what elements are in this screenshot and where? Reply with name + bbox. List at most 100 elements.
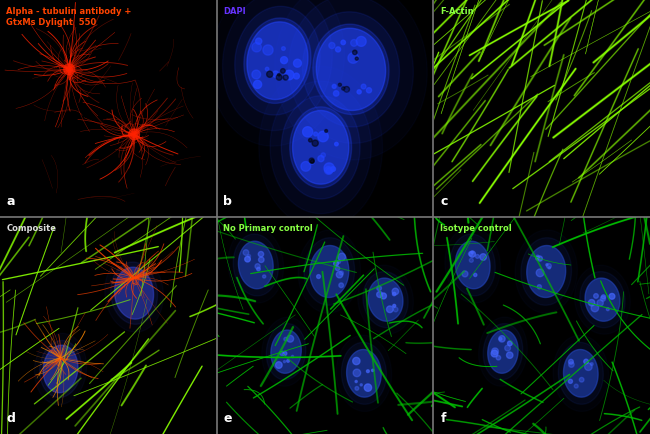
Polygon shape: [579, 378, 584, 382]
Polygon shape: [265, 67, 269, 71]
Polygon shape: [341, 40, 345, 45]
Polygon shape: [367, 370, 369, 373]
Polygon shape: [568, 379, 573, 383]
Polygon shape: [64, 64, 75, 75]
Polygon shape: [546, 263, 548, 266]
Polygon shape: [105, 254, 163, 332]
Polygon shape: [346, 349, 382, 397]
Polygon shape: [333, 261, 339, 266]
Polygon shape: [591, 304, 599, 312]
Polygon shape: [337, 260, 341, 263]
Polygon shape: [287, 335, 294, 342]
Text: a: a: [6, 195, 15, 208]
Polygon shape: [336, 271, 343, 278]
Polygon shape: [247, 22, 308, 99]
Polygon shape: [547, 263, 551, 268]
Polygon shape: [283, 75, 288, 80]
Polygon shape: [393, 307, 398, 312]
Polygon shape: [392, 288, 398, 295]
Polygon shape: [508, 341, 512, 346]
Polygon shape: [353, 369, 361, 377]
Polygon shape: [536, 269, 544, 277]
Polygon shape: [355, 387, 359, 390]
Polygon shape: [276, 74, 282, 80]
Polygon shape: [290, 107, 352, 188]
Polygon shape: [294, 59, 302, 67]
Polygon shape: [304, 238, 355, 305]
Polygon shape: [601, 296, 606, 301]
Polygon shape: [281, 69, 285, 73]
Polygon shape: [40, 340, 81, 398]
Polygon shape: [302, 12, 400, 127]
Text: No Primary control: No Primary control: [224, 224, 313, 233]
Text: d: d: [6, 412, 16, 425]
Polygon shape: [294, 73, 300, 79]
Polygon shape: [292, 111, 349, 184]
Polygon shape: [505, 345, 510, 351]
Polygon shape: [287, 360, 289, 362]
Polygon shape: [548, 266, 551, 269]
Polygon shape: [312, 140, 318, 146]
Text: Alpha - tubulin antibody +
GtxMs Dylight  550: Alpha - tubulin antibody + GtxMs Dylight…: [6, 7, 132, 26]
Polygon shape: [355, 57, 358, 60]
Polygon shape: [469, 251, 475, 257]
Text: DAPI: DAPI: [224, 7, 246, 16]
Polygon shape: [367, 88, 372, 93]
Polygon shape: [491, 350, 498, 357]
Polygon shape: [313, 24, 389, 115]
Polygon shape: [263, 45, 273, 55]
Polygon shape: [363, 272, 408, 328]
Polygon shape: [309, 158, 314, 163]
Polygon shape: [325, 129, 328, 132]
Polygon shape: [344, 86, 350, 92]
Polygon shape: [321, 153, 326, 158]
Polygon shape: [352, 50, 357, 55]
Polygon shape: [361, 84, 366, 89]
Polygon shape: [270, 81, 371, 214]
Polygon shape: [285, 70, 294, 80]
Polygon shape: [259, 257, 264, 263]
Polygon shape: [276, 362, 282, 368]
Polygon shape: [339, 283, 343, 288]
Polygon shape: [314, 132, 318, 136]
Polygon shape: [462, 271, 468, 277]
Polygon shape: [499, 335, 505, 342]
Polygon shape: [129, 129, 140, 140]
Polygon shape: [331, 167, 335, 171]
Polygon shape: [66, 66, 72, 72]
Polygon shape: [538, 256, 542, 261]
Text: f: f: [440, 412, 446, 425]
Polygon shape: [335, 266, 340, 271]
Polygon shape: [609, 293, 615, 299]
Polygon shape: [601, 295, 606, 299]
Polygon shape: [455, 241, 490, 289]
Polygon shape: [580, 272, 625, 328]
Polygon shape: [372, 369, 374, 372]
Polygon shape: [558, 342, 603, 404]
Polygon shape: [333, 91, 339, 96]
Polygon shape: [377, 286, 382, 290]
Polygon shape: [584, 359, 588, 364]
Polygon shape: [491, 348, 499, 355]
Text: e: e: [224, 412, 232, 425]
Polygon shape: [326, 168, 333, 174]
Polygon shape: [538, 285, 541, 289]
Polygon shape: [335, 142, 338, 146]
Polygon shape: [332, 85, 336, 89]
Polygon shape: [311, 159, 314, 163]
Polygon shape: [34, 333, 86, 404]
Polygon shape: [280, 351, 284, 355]
Polygon shape: [243, 250, 249, 255]
Polygon shape: [239, 241, 273, 289]
Polygon shape: [324, 163, 334, 173]
Polygon shape: [584, 363, 592, 371]
Polygon shape: [68, 68, 71, 71]
Polygon shape: [281, 96, 360, 199]
Polygon shape: [574, 384, 578, 388]
Polygon shape: [450, 234, 495, 296]
Polygon shape: [263, 275, 266, 278]
Text: c: c: [440, 195, 448, 208]
Polygon shape: [233, 234, 278, 296]
Polygon shape: [317, 28, 385, 110]
Polygon shape: [393, 304, 396, 307]
